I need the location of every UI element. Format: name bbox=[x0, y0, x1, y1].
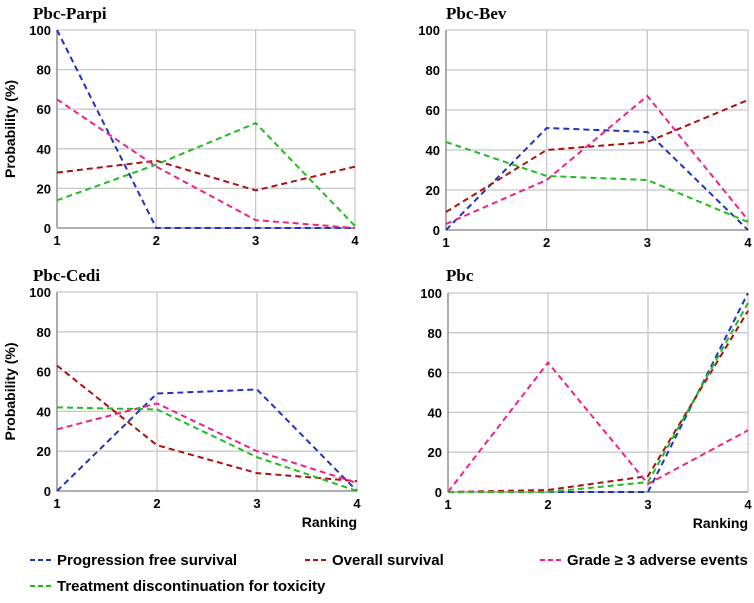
x-tick-label: 4 bbox=[744, 235, 752, 250]
y-tick-label: 80 bbox=[37, 63, 51, 78]
series-line-os bbox=[445, 99, 749, 213]
y-tick-label: 60 bbox=[428, 366, 442, 381]
y-tick-label: 0 bbox=[435, 485, 442, 500]
x-tick-label: 4 bbox=[351, 233, 359, 248]
legend-label-tox: Treatment discontinuation for toxicity bbox=[57, 578, 326, 595]
y-axis-label: Probability (%) bbox=[2, 342, 18, 440]
y-tick-label: 40 bbox=[37, 142, 51, 157]
y-tick-label: 80 bbox=[426, 63, 440, 78]
series-line-pfs bbox=[448, 292, 749, 493]
series-line-ae bbox=[445, 94, 749, 225]
series-line-pfs bbox=[56, 29, 355, 229]
x-tick-label: 2 bbox=[544, 497, 551, 512]
y-axis-label: Probability (%) bbox=[2, 80, 18, 178]
series-line-os bbox=[447, 310, 749, 493]
y-tick-label: 0 bbox=[44, 484, 51, 499]
x-tick-label: 4 bbox=[744, 497, 752, 512]
x-tick-label: 3 bbox=[252, 233, 259, 248]
x-tick-label: 4 bbox=[353, 496, 361, 511]
y-tick-label: 20 bbox=[426, 183, 440, 198]
y-tick-label: 100 bbox=[418, 23, 440, 38]
series-line-pfs bbox=[56, 388, 358, 492]
x-tick-label: 3 bbox=[644, 497, 651, 512]
panel-title-1: Pbc-Parpi bbox=[33, 4, 107, 23]
x-tick-label: 3 bbox=[644, 235, 651, 250]
y-tick-label: 20 bbox=[428, 445, 442, 460]
series-line-os bbox=[56, 159, 356, 192]
y-tick-label: 100 bbox=[29, 23, 51, 38]
y-tick-label: 100 bbox=[420, 286, 442, 301]
x-tick-label: 2 bbox=[153, 233, 160, 248]
series-line-tox bbox=[448, 302, 749, 493]
legend-label-ae: Grade ≥ 3 adverse events bbox=[567, 552, 748, 569]
y-tick-label: 80 bbox=[428, 326, 442, 341]
x-tick-label: 2 bbox=[543, 235, 550, 250]
legend-label-os: Overall survival bbox=[332, 552, 444, 569]
x-tick-label: 3 bbox=[253, 496, 260, 511]
y-tick-label: 20 bbox=[37, 181, 51, 196]
y-tick-label: 40 bbox=[37, 404, 51, 419]
x-axis-label: Ranking bbox=[302, 514, 357, 530]
panel-title-2: Pbc-Bev bbox=[446, 4, 507, 23]
series-line-tox bbox=[445, 141, 749, 223]
series-line-tox bbox=[56, 121, 356, 227]
x-tick-label: 2 bbox=[153, 496, 160, 511]
x-tick-label: 1 bbox=[444, 497, 451, 512]
legend-label-pfs: Progression free survival bbox=[57, 552, 237, 569]
x-tick-label: 1 bbox=[53, 233, 60, 248]
y-tick-label: 0 bbox=[44, 221, 51, 236]
x-axis-label: Ranking bbox=[693, 515, 748, 531]
series-line-ae bbox=[56, 402, 358, 484]
series-line-tox bbox=[56, 406, 358, 492]
y-tick-label: 80 bbox=[37, 325, 51, 340]
series-line-os bbox=[56, 364, 358, 483]
y-tick-label: 40 bbox=[428, 405, 442, 420]
y-tick-label: 40 bbox=[426, 143, 440, 158]
y-tick-label: 60 bbox=[426, 103, 440, 118]
panel-title-3: Pbc-Cedi bbox=[33, 266, 100, 285]
series-line-ae bbox=[56, 98, 356, 229]
x-tick-label: 1 bbox=[53, 496, 60, 511]
series-line-ae bbox=[447, 360, 749, 493]
y-tick-label: 0 bbox=[433, 223, 440, 238]
y-tick-label: 100 bbox=[29, 285, 51, 300]
series-line-pfs bbox=[445, 126, 749, 231]
y-tick-label: 60 bbox=[37, 102, 51, 117]
y-tick-label: 20 bbox=[37, 444, 51, 459]
panel-title-4: Pbc bbox=[446, 266, 474, 285]
y-tick-label: 60 bbox=[37, 365, 51, 380]
x-tick-label: 1 bbox=[442, 235, 449, 250]
